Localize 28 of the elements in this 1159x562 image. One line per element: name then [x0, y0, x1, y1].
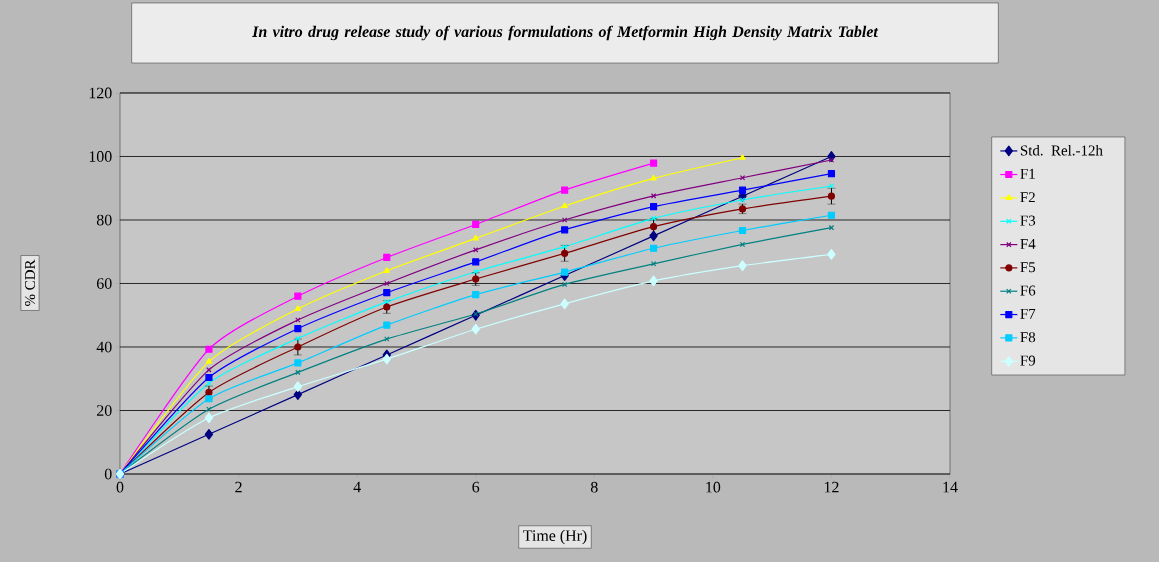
legend-label: F3 [1020, 215, 1036, 226]
y-tick-label: 60 [96, 278, 112, 289]
x-tick-label: 6 [472, 481, 480, 493]
legend-label: F8 [1020, 332, 1036, 343]
legend-label: F9 [1020, 355, 1036, 366]
x-axis-title: Time (Hr) [523, 529, 587, 545]
y-tick-label: 40 [96, 341, 112, 353]
y-tick-label: 0 [104, 468, 112, 480]
legend-label: F1 [1020, 168, 1035, 179]
legend-label: F7 [1020, 308, 1036, 319]
legend-label: F6 [1020, 285, 1036, 296]
y-tick-label: 80 [96, 214, 112, 226]
y-tick-label: 100 [89, 151, 112, 162]
chart-title: In vitro drug release study of various formulations of Metformin High Density Matrix Tablet [252, 25, 879, 41]
x-tick-label: 0 [116, 481, 124, 493]
y-tick-label: 20 [96, 405, 112, 416]
x-tick-label: 14 [943, 481, 958, 493]
x-tick-label: 4 [353, 481, 361, 493]
x-tick-label: 2 [235, 481, 242, 493]
legend-label: F4 [1020, 238, 1036, 249]
legend-label: F5 [1020, 262, 1036, 273]
x-tick-label: 12 [824, 481, 839, 493]
y-axis-title: % CDR [24, 259, 36, 306]
legend-label: Std. Rel.-12h [1020, 145, 1103, 156]
x-tick-label: 8 [590, 481, 598, 493]
y-tick-label: 120 [89, 87, 112, 99]
x-tick-label: 10 [706, 481, 721, 493]
legend-label: F2 [1020, 192, 1035, 203]
